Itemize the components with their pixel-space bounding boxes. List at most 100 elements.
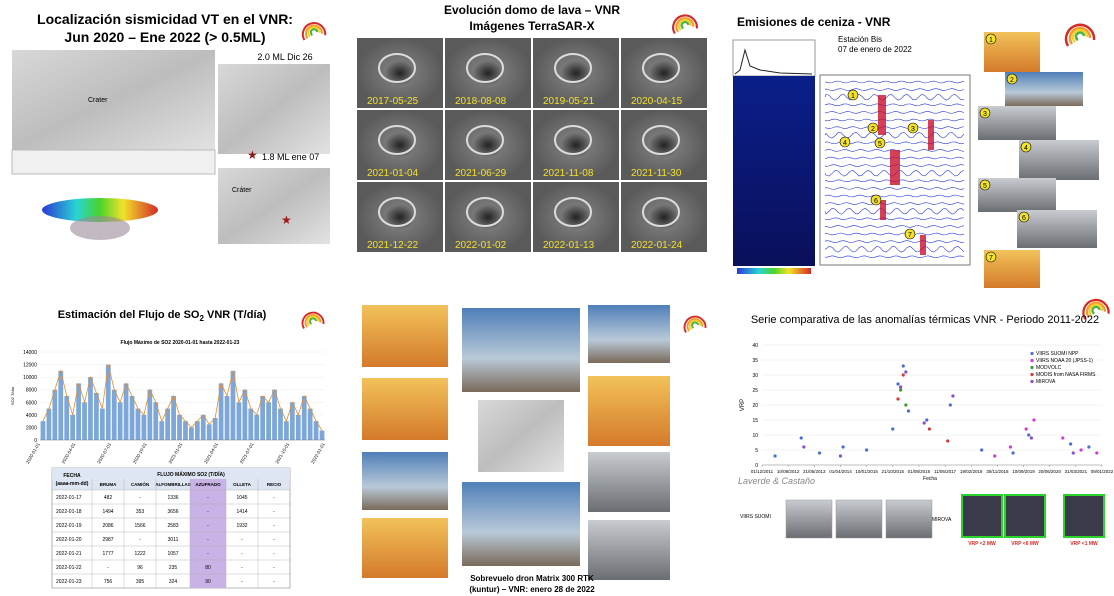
photo xyxy=(362,305,448,367)
bar xyxy=(248,409,253,440)
x-tick-label: 21/10/2015 xyxy=(882,469,905,474)
marker-label: 6 xyxy=(874,198,878,205)
image-date: 2021-11-30 xyxy=(631,168,682,179)
table-cell: 482 xyxy=(104,495,113,501)
annotation: VIIRS SUOMI xyxy=(740,514,771,520)
bar xyxy=(207,424,212,440)
point xyxy=(1072,451,1075,454)
legend-marker xyxy=(1030,352,1033,355)
table-cell: 1057 xyxy=(167,551,178,557)
table-header: OLLETA xyxy=(233,482,251,487)
collage: Localización sismicidad VT en el VNR: Ju… xyxy=(0,0,1114,596)
bar xyxy=(52,390,57,440)
table-cell: 2583 xyxy=(167,523,178,529)
map-image xyxy=(218,64,330,154)
point xyxy=(1032,418,1035,421)
table-cell: 1336 xyxy=(167,495,178,501)
section-image xyxy=(12,150,215,174)
image-date: 2020-04-15 xyxy=(631,96,683,107)
table-cell: 395 xyxy=(136,579,145,585)
table-header: AZUFRADO xyxy=(195,482,221,487)
bar xyxy=(112,390,117,440)
bar xyxy=(242,390,247,440)
event xyxy=(920,235,926,255)
table-cell: 2086 xyxy=(102,523,113,529)
x-tick-label: 2022-01-01 xyxy=(310,442,326,465)
x-tick-label: 11/05/2017 xyxy=(934,469,957,474)
y-tick-label: 20 xyxy=(752,403,758,409)
point xyxy=(907,409,910,412)
thumbnail xyxy=(886,500,932,538)
table-header: FLUJO MÁXIMO SO2 (T/DÍA) xyxy=(157,470,225,478)
event xyxy=(880,200,886,220)
table-cell: 353 xyxy=(136,509,145,515)
point xyxy=(951,394,954,397)
panel-title: Localización sismicidad VT en el VNR: xyxy=(37,11,293,27)
table-cell: 3011 xyxy=(168,537,179,543)
marker-label: 2 xyxy=(871,126,875,133)
logo xyxy=(1066,25,1094,46)
point xyxy=(1061,436,1064,439)
annotation: MIROVA xyxy=(932,517,952,523)
point xyxy=(896,397,899,400)
point xyxy=(1079,448,1082,451)
bar xyxy=(201,415,206,440)
bar xyxy=(278,409,283,440)
marker-label: 5 xyxy=(983,183,987,190)
photo xyxy=(362,518,448,578)
bar xyxy=(225,396,230,440)
credit: Laverde & Castaño xyxy=(738,476,815,486)
bar xyxy=(88,377,93,440)
legend-label: VIIRS NOAA 20 (JPSS-1) xyxy=(1036,358,1093,364)
photo xyxy=(588,305,670,363)
marker-label: 3 xyxy=(983,111,987,118)
spectrum-image xyxy=(733,40,815,76)
x-tick-label: 10/08/2012 xyxy=(777,469,800,474)
bar xyxy=(47,409,52,440)
vrp-label: VRP <2 MW xyxy=(968,541,996,547)
title-part: Estimación del Flujo de SO xyxy=(58,309,200,321)
table-cell: 2987 xyxy=(102,537,113,543)
logo xyxy=(303,23,325,40)
point xyxy=(923,421,926,424)
image-date: 2021-06-29 xyxy=(455,168,507,179)
photo-grid xyxy=(362,305,670,580)
point xyxy=(773,454,776,457)
table-cell: 1222 xyxy=(134,551,145,557)
spectrogram-image xyxy=(733,76,815,266)
axis-label: VRP xyxy=(740,399,746,411)
bar xyxy=(58,371,63,440)
bar xyxy=(70,415,75,440)
table-cell: 2022-01-22 xyxy=(56,565,82,571)
point xyxy=(802,445,805,448)
y-tick-label: 35 xyxy=(752,358,758,364)
legend-label: MODIS from NASA FIRMS xyxy=(1036,372,1096,378)
star-icon: ★ xyxy=(281,213,292,227)
bar xyxy=(136,409,141,440)
image-date: 2022-01-02 xyxy=(455,240,507,251)
bar xyxy=(165,409,170,440)
legend-label: MODVOLC xyxy=(1036,365,1062,371)
marker-label: 6 xyxy=(1022,215,1026,222)
legend-marker xyxy=(1030,373,1033,376)
bar xyxy=(272,390,277,440)
x-tick-label: 01/04/2014 xyxy=(829,469,852,474)
y-tick-label: 14000 xyxy=(23,350,37,356)
bar xyxy=(284,421,289,440)
map-image xyxy=(218,168,330,244)
point xyxy=(865,448,868,451)
marker-label: 4 xyxy=(1024,145,1028,152)
point xyxy=(925,418,928,421)
table-cell: 1566 xyxy=(134,523,145,529)
image-date: 2022-01-13 xyxy=(543,240,595,251)
x-tick-label: 10/09/2019 xyxy=(1012,469,1035,474)
table-cell: 80 xyxy=(205,565,211,571)
table-cell: 2022-01-21 xyxy=(56,551,82,557)
bar xyxy=(124,383,129,440)
bar xyxy=(183,421,188,440)
annotation: Cráter xyxy=(232,187,252,194)
bar xyxy=(308,409,313,440)
logo xyxy=(685,317,706,333)
x-tick-label: 30/11/2018 xyxy=(986,469,1009,474)
x-tick-label: 01/08/2016 xyxy=(908,469,931,474)
